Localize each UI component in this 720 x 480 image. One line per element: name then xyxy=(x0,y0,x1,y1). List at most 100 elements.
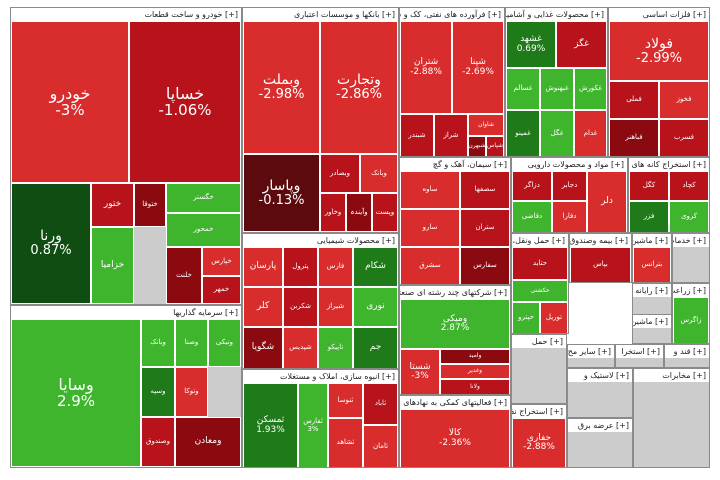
sector-4[interactable]: [+] فلزات اساسی فولاد -2.99% فملی فخوز فباهنر… xyxy=(608,7,710,157)
stock-tile[interactable]: ونیکی xyxy=(208,319,241,367)
sector-11[interactable]: [+] شرکتهای چند رشته ای صنعتی ومیکی 2.87% ش… xyxy=(399,285,511,395)
sector-header[interactable]: [+] ماشین آلا xyxy=(633,234,671,247)
stock-tile[interactable]: غشهد 0.69% xyxy=(506,21,556,68)
sector-19[interactable]: [+] ماشین آلات و xyxy=(632,314,672,344)
sector-6[interactable]: [+] سیمان، آهک و گچ ساوه سصفها سارو ستران سشر… xyxy=(399,157,511,285)
sector-header[interactable]: [+] زراعت و خدمات xyxy=(673,284,709,297)
stock-tile[interactable]: ختوقا xyxy=(134,183,166,227)
sector-header[interactable]: [+] رایانه و فعال xyxy=(633,284,671,297)
stock-tile[interactable]: وبصادر xyxy=(320,154,360,193)
stock-tile[interactable]: سفارس xyxy=(460,247,510,284)
sector-27[interactable]: [+] مخابرات xyxy=(633,368,710,468)
stock-tile[interactable]: وغدیر xyxy=(440,364,510,379)
stock-tile[interactable]: شستا -3% xyxy=(400,349,440,394)
stock-tile[interactable]: شبهرن xyxy=(468,136,486,156)
stock-tile[interactable]: فسرب xyxy=(659,119,709,156)
sector-14[interactable]: [+] حمل ونقل، انبارداری حتاید حکشتی حپترو تو… xyxy=(511,233,569,334)
stock-tile[interactable]: غمینو xyxy=(506,110,540,156)
stock-tile[interactable]: شپنا -2.69% xyxy=(452,21,504,114)
stock-tile[interactable]: ولانا xyxy=(440,379,510,394)
stock-tile[interactable]: وبانک xyxy=(141,319,175,367)
stock-tile[interactable]: ثاباد xyxy=(363,383,398,425)
stock-tile[interactable]: ثشاهد xyxy=(328,418,363,467)
stock-tile[interactable]: خگستر xyxy=(166,183,241,213)
sector-header[interactable]: [+] استخرا xyxy=(616,345,663,358)
stock-tile[interactable]: کروی xyxy=(669,201,709,232)
stock-tile[interactable]: حکشتی xyxy=(512,280,568,302)
stock-tile[interactable]: ثمسکن 1.93% xyxy=(243,383,298,467)
sector-12[interactable]: [+] فعالیتهای کمکی به نهادهای مالی واسطک… xyxy=(399,395,511,468)
stock-tile[interactable]: غسالم xyxy=(506,68,540,110)
sector-16[interactable]: [+] ماشین آلا بترانس xyxy=(632,233,672,283)
stock-tile[interactable]: خودرو -3% xyxy=(11,21,129,183)
stock-tile[interactable]: فباهنر xyxy=(609,119,659,156)
stock-tile[interactable]: سصفها xyxy=(460,171,510,209)
sector-25[interactable]: [+] لاستیک و xyxy=(567,368,633,418)
sector-header[interactable]: [+] عرضه برق xyxy=(568,419,632,432)
sector-13[interactable]: [+] استخراج نفت گازحفاری-2.88% xyxy=(511,404,567,468)
sector-header[interactable]: [+] سیمان، آهک و گچ xyxy=(400,158,510,171)
sector-header[interactable]: [+] حمل ونقل، انبارداری xyxy=(512,234,568,247)
sector-26[interactable]: [+] عرضه برق xyxy=(567,418,633,468)
sector-23[interactable]: [+] قند و xyxy=(664,344,710,368)
stock-tile[interactable]: وخاور xyxy=(320,193,346,232)
stock-tile[interactable]: شگویا xyxy=(243,327,283,368)
sector-3[interactable]: [+] محصولات غذایی و آشامیدنی به جزغشهد0.… xyxy=(505,7,608,157)
stock-tile[interactable]: حفاری -2.88% xyxy=(512,418,566,467)
sector-header[interactable]: [+] انبوه سازی، املاک و مستغلات xyxy=(243,370,398,383)
stock-tile[interactable]: ستران xyxy=(460,209,510,247)
stock-tile[interactable]: شتران -2.88% xyxy=(400,21,452,114)
stock-tile[interactable]: کگل xyxy=(629,171,669,201)
stock-tile[interactable]: ومیکی 2.87% xyxy=(400,299,510,349)
sector-0[interactable]: [+] خودرو و ساخت قطعات خودرو -3% خساپا -1.06… xyxy=(10,7,242,305)
sector-header[interactable]: [+] مخابرات xyxy=(634,369,709,382)
sector-header[interactable]: [+] خدمات xyxy=(673,234,709,247)
sector-20[interactable]: [+] زراعت و خدمات زاگرس xyxy=(672,283,710,344)
stock-tile[interactable]: فارس xyxy=(318,247,353,287)
sector-header[interactable]: [+] سایر مح xyxy=(568,345,614,358)
sector-24[interactable]: [+] حمل xyxy=(511,334,567,404)
sector-header[interactable]: [+] فعالیتهای کمکی به نهادهای مالی واسط xyxy=(400,396,510,409)
stock-tile[interactable]: غگل xyxy=(540,110,574,156)
sector-header[interactable]: [+] بانکها و موسسات اعتباری xyxy=(243,8,398,21)
stock-tile[interactable]: حپترو xyxy=(512,302,540,333)
stock-tile[interactable]: فزر xyxy=(629,201,669,232)
stock-tile[interactable]: غگز xyxy=(556,21,607,68)
stock-tile[interactable]: وصنا xyxy=(175,319,208,367)
stock-tile[interactable]: وامید xyxy=(440,349,510,364)
sector-15[interactable]: [+] بیمه وصندوق بپاس xyxy=(569,233,632,283)
stock-tile[interactable]: خمحور xyxy=(166,213,241,247)
stock-tile[interactable]: غدام xyxy=(574,110,607,156)
stock-tile[interactable]: فخوز xyxy=(659,81,709,119)
stock-tile[interactable]: خلنت xyxy=(166,247,202,304)
sector-9[interactable]: [+] سرمایه گذاریها وسایا 2.9% وبانک وصنا ونیک… xyxy=(10,305,242,468)
sector-header[interactable]: [+] استخراج نفت گاز xyxy=(512,405,566,418)
stock-tile[interactable]: شبندر xyxy=(400,114,434,156)
stock-tile[interactable]: زاگرس xyxy=(673,297,709,343)
sector-22[interactable]: [+] استخرا xyxy=(615,344,664,368)
stock-tile[interactable]: خزامیا xyxy=(91,227,134,304)
stock-tile[interactable]: بپاس xyxy=(570,247,631,282)
sector-header[interactable]: [+] استخراج کانه های فلزی xyxy=(629,158,709,171)
stock-tile[interactable]: شیراز xyxy=(318,287,353,327)
stock-tile[interactable]: وبانک xyxy=(360,154,398,193)
stock-tile[interactable]: ساوه xyxy=(400,171,460,209)
stock-tile[interactable]: وسایا 2.9% xyxy=(11,319,141,467)
sector-8[interactable]: [+] استخراج کانه های فلزی کگل کچاد فزر کروی xyxy=(628,157,710,233)
stock-tile[interactable]: شراز xyxy=(434,114,468,156)
stock-tile[interactable]: وبملت -2.98% xyxy=(243,21,320,154)
sector-header[interactable]: [+] مواد و محصولات دارویی xyxy=(512,158,627,171)
sector-header[interactable]: [+] فلزات اساسی xyxy=(609,8,709,21)
stock-tile[interactable]: وتجارت -2.86% xyxy=(320,21,398,154)
stock-tile[interactable]: خمهر xyxy=(202,276,241,304)
stock-tile[interactable]: غبهنوش xyxy=(540,68,574,110)
sector-header[interactable]: [+] ماشین آلات و xyxy=(633,315,671,328)
stock-tile[interactable]: ورنا 0.87% xyxy=(11,183,91,304)
stock-tile[interactable]: شپاس xyxy=(486,136,504,156)
stock-tile[interactable]: دزاگر xyxy=(512,171,552,201)
sector-header[interactable]: [+] محصولات شیمیایی xyxy=(243,234,398,247)
stock-tile[interactable]: کلر xyxy=(243,287,283,327)
sector-header[interactable]: [+] بیمه وصندوق xyxy=(570,234,631,247)
stock-tile[interactable]: وپاسار -0.13% xyxy=(243,154,320,232)
stock-tile[interactable]: شکام xyxy=(353,247,398,287)
